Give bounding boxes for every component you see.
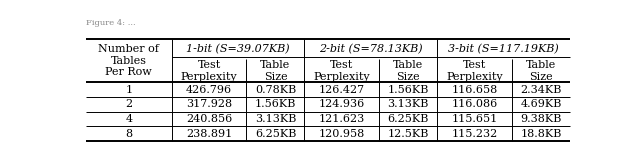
Text: Perplexity: Perplexity xyxy=(314,71,370,81)
Text: Table: Table xyxy=(526,60,556,70)
Text: 8: 8 xyxy=(125,128,132,138)
Text: 2-bit (S=78.13KB): 2-bit (S=78.13KB) xyxy=(319,44,422,54)
Text: 9.38KB: 9.38KB xyxy=(520,114,562,124)
Text: Perplexity: Perplexity xyxy=(180,71,237,81)
Text: Size: Size xyxy=(529,71,553,81)
Text: Size: Size xyxy=(396,71,420,81)
Text: 116.086: 116.086 xyxy=(451,99,498,109)
Text: Test: Test xyxy=(330,60,353,70)
Text: Size: Size xyxy=(264,71,287,81)
Text: Perplexity: Perplexity xyxy=(446,71,503,81)
Text: 240.856: 240.856 xyxy=(186,114,232,124)
Text: 126.427: 126.427 xyxy=(319,85,365,95)
Text: 12.5KB: 12.5KB xyxy=(388,128,429,138)
Text: 238.891: 238.891 xyxy=(186,128,232,138)
Text: 4: 4 xyxy=(125,114,132,124)
Text: 1: 1 xyxy=(125,85,132,95)
Text: 0.78KB: 0.78KB xyxy=(255,85,296,95)
Text: 1.56KB: 1.56KB xyxy=(255,99,296,109)
Text: Table: Table xyxy=(393,60,423,70)
Text: 1-bit (S=39.07KB): 1-bit (S=39.07KB) xyxy=(186,44,290,54)
Text: 2.34KB: 2.34KB xyxy=(520,85,562,95)
Text: 1.56KB: 1.56KB xyxy=(388,85,429,95)
Text: 120.958: 120.958 xyxy=(319,128,365,138)
Text: 3-bit (S=117.19KB): 3-bit (S=117.19KB) xyxy=(448,44,559,54)
Text: Figure 4: ...: Figure 4: ... xyxy=(86,19,136,27)
Text: Table: Table xyxy=(260,60,291,70)
Text: Test: Test xyxy=(197,60,221,70)
Text: 18.8KB: 18.8KB xyxy=(520,128,562,138)
Text: 115.232: 115.232 xyxy=(451,128,498,138)
Text: 317.928: 317.928 xyxy=(186,99,232,109)
Text: Test: Test xyxy=(463,60,486,70)
Text: 121.623: 121.623 xyxy=(319,114,365,124)
Text: 116.658: 116.658 xyxy=(451,85,498,95)
Text: Number of
Tables
Per Row: Number of Tables Per Row xyxy=(99,44,159,77)
Text: 3.13KB: 3.13KB xyxy=(388,99,429,109)
Text: 124.936: 124.936 xyxy=(319,99,365,109)
Text: 6.25KB: 6.25KB xyxy=(255,128,296,138)
Text: 426.796: 426.796 xyxy=(186,85,232,95)
Text: 3.13KB: 3.13KB xyxy=(255,114,296,124)
Text: 115.651: 115.651 xyxy=(451,114,498,124)
Text: 2: 2 xyxy=(125,99,132,109)
Text: 4.69KB: 4.69KB xyxy=(520,99,562,109)
Text: 6.25KB: 6.25KB xyxy=(388,114,429,124)
